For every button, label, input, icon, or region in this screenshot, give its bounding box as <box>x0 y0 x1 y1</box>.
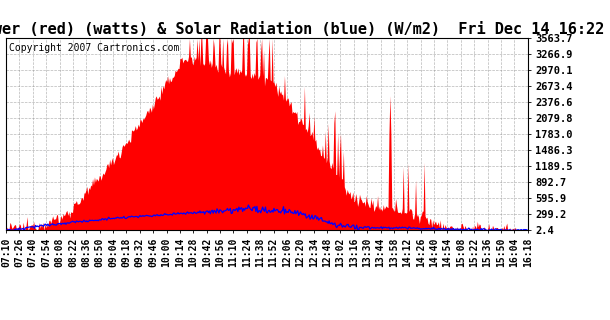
Text: Copyright 2007 Cartronics.com: Copyright 2007 Cartronics.com <box>9 43 179 53</box>
Title: Grid Power (red) (watts) & Solar Radiation (blue) (W/m2)  Fri Dec 14 16:22: Grid Power (red) (watts) & Solar Radiati… <box>0 22 605 37</box>
